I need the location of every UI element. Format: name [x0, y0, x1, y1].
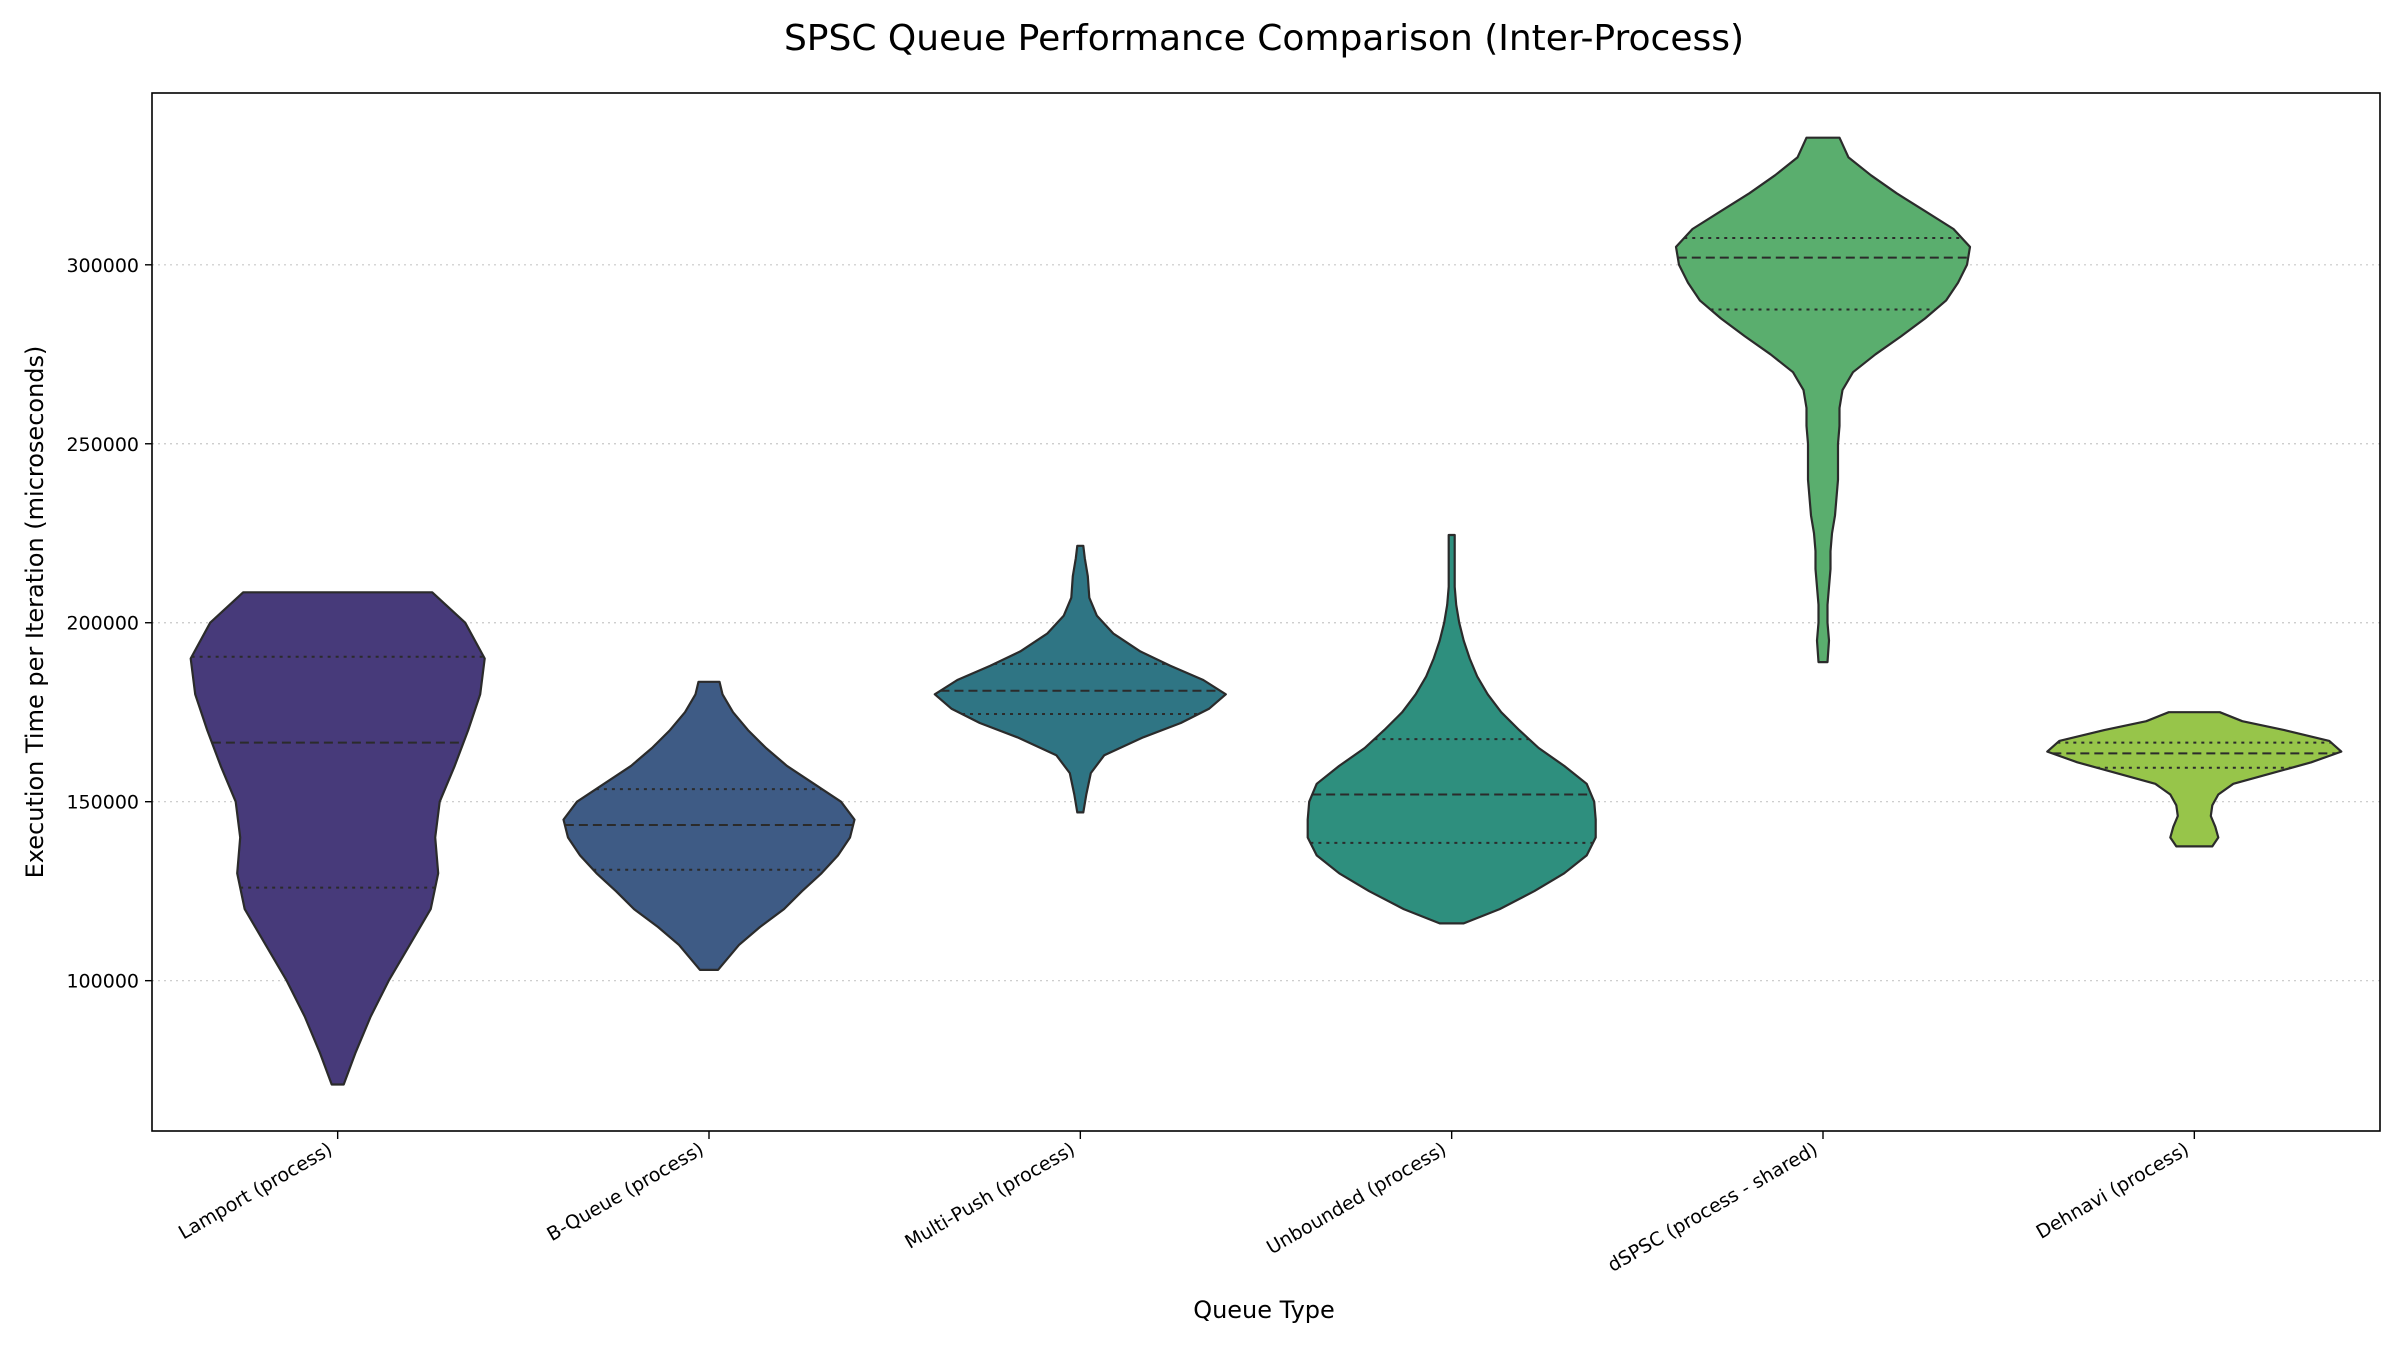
y-axis-label: Execution Time per Iteration (microsecon… — [21, 346, 49, 879]
violin-group — [1674, 136, 1972, 664]
violin-group — [189, 591, 486, 1086]
chart-title: SPSC Queue Performance Comparison (Inter… — [784, 18, 1744, 59]
violin-group — [562, 680, 856, 971]
violin-body — [189, 591, 486, 1086]
violin-group — [1306, 533, 1597, 925]
violin-body — [933, 544, 1227, 814]
y-tick-label: 150000 — [66, 792, 139, 814]
violin-body — [2046, 711, 2343, 848]
violin-group — [933, 544, 1227, 814]
x-axis-label: Queue Type — [1193, 1296, 1335, 1324]
axes-frame — [151, 92, 2381, 1132]
violin-body — [1306, 533, 1597, 925]
violin-plot-area — [189, 136, 2343, 1086]
y-tick-label: 300000 — [66, 255, 139, 277]
y-tick-label: 200000 — [66, 613, 139, 635]
y-axis-ticks: 100000 150000 200000 250000 300000 — [66, 255, 152, 993]
y-tick-label: 100000 — [66, 971, 139, 993]
violin-group — [2046, 711, 2343, 848]
y-tick-label: 250000 — [66, 434, 139, 456]
violin-body — [1674, 136, 1972, 664]
